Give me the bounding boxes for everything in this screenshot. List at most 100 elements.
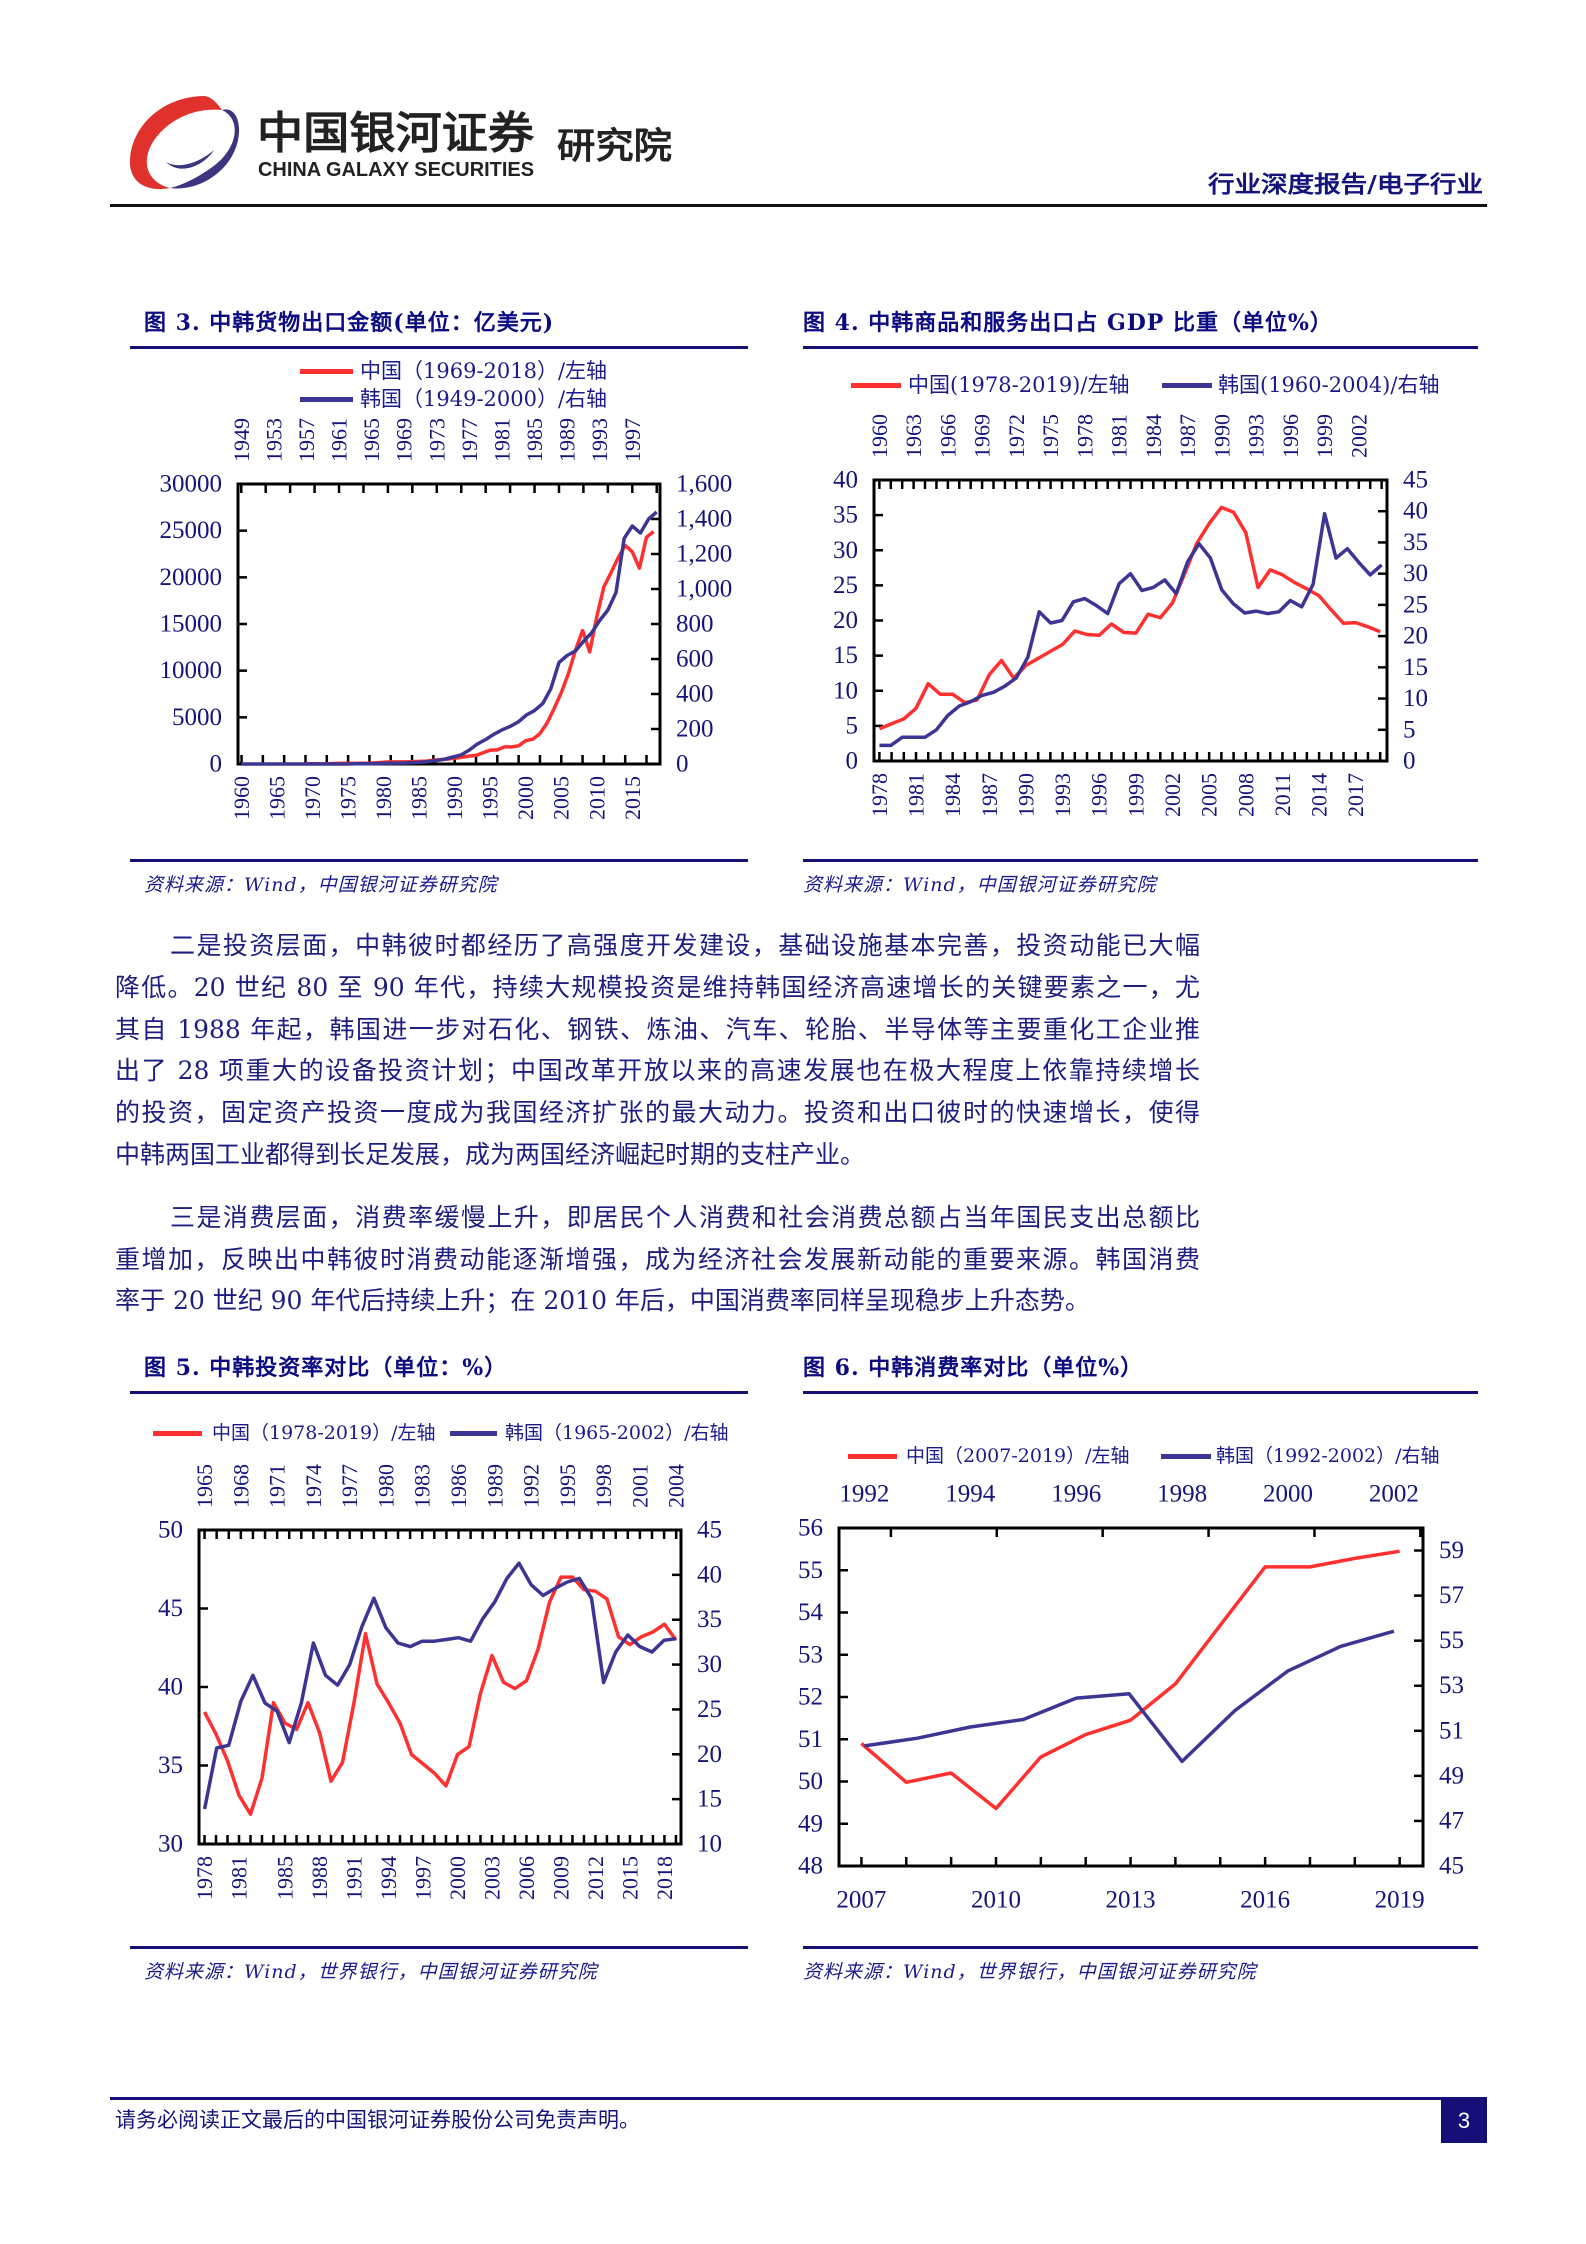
right-axis-tick-label: 55 — [1439, 1627, 1464, 1654]
chart-4: 0 5 10 15 20 25 30 35 40 0 5 10 15 20 25 30 35 40 45 1978 19… — [833, 414, 1428, 817]
left-axis-tick-label: 10000 — [160, 657, 223, 684]
left-axis-tick-label: 40 — [158, 1674, 183, 1701]
top-axis-tick-label: 1996 — [1051, 1481, 1101, 1508]
right-axis-tick-label: 40 — [1403, 498, 1428, 525]
top-axis-tick-label: 2002 — [1369, 1481, 1419, 1508]
left-axis-tick-label: 35 — [158, 1752, 183, 1779]
bottom-axis-tick-label: 2019 — [1375, 1887, 1425, 1914]
top-axis-tick-label: 1994 — [945, 1481, 996, 1508]
top-axis-tick-label: 1973 — [424, 418, 449, 462]
right-axis-tick-label: 0 — [1403, 748, 1416, 775]
bottom-axis-tick-label: 1999 — [1123, 773, 1148, 817]
plot-frame — [197, 1528, 683, 1846]
bottom-axis-tick-label: 1978 — [192, 1856, 217, 1900]
bottom-axis-tick-label: 1981 — [904, 773, 929, 817]
figure-6-source: 资料来源：Wind，世界银行，中国银河证券研究院 — [803, 1961, 1257, 1983]
top-axis-tick-label: 1987 — [1175, 414, 1200, 458]
bottom-axis-tick-label: 2017 — [1343, 773, 1368, 817]
figure-5-title: 图 5. 中韩投资率对比（单位：%） — [144, 1355, 508, 1381]
left-axis-tick-label: 0 — [210, 751, 223, 778]
bottom-axis-tick-label: 2000 — [445, 1856, 470, 1900]
left-axis-tick-label: 52 — [798, 1684, 823, 1711]
bottom-axis-tick-label: 2010 — [971, 1887, 1021, 1914]
legend-korea-label: 韩国(1960-2004)/右轴 — [1218, 373, 1440, 397]
right-axis-tick-label: 45 — [1439, 1853, 1464, 1880]
right-axis-tick-label: 5 — [1403, 716, 1416, 743]
bottom-axis-tick-label: 1995 — [478, 776, 503, 820]
left-axis-tick-label: 51 — [798, 1726, 823, 1753]
korea-series-line — [879, 511, 1383, 748]
top-axis-tick-label: 1968 — [228, 1464, 253, 1508]
right-axis-tick-label: 53 — [1439, 1672, 1464, 1699]
top-axis-tick-label: 2004 — [664, 1464, 689, 1508]
top-axis-tick-label: 1977 — [457, 418, 482, 462]
top-axis-tick-label: 1981 — [1107, 414, 1132, 458]
top-axis-tick-label: 1984 — [1141, 414, 1166, 458]
right-axis-tick-label: 20 — [697, 1741, 722, 1768]
figure-4-top-rule — [803, 346, 1478, 349]
left-axis-tick-label: 45 — [158, 1595, 183, 1622]
bottom-axis-tick-label: 2015 — [617, 1856, 642, 1900]
bottom-axis-tick-label: 2000 — [513, 776, 538, 820]
legend-china-swatch — [851, 383, 901, 388]
logo-institute: 研究院 — [557, 126, 672, 167]
left-axis-tick-label: 35 — [833, 502, 858, 529]
top-axis-tick-label: 2000 — [1263, 1481, 1313, 1508]
left-axis-tick-label: 55 — [798, 1557, 823, 1584]
top-axis-tick-label: 1992 — [839, 1481, 889, 1508]
right-axis-tick-label: 20 — [1403, 623, 1428, 650]
bottom-axis-tick-label: 2012 — [583, 1856, 608, 1900]
right-axis-tick-label: 1,200 — [676, 541, 732, 568]
china-series-line — [305, 530, 655, 766]
legend-korea-label: 韩国（1965-2002）/右轴 — [505, 1422, 729, 1444]
chart-5: 30 35 40 45 50 10 15 20 25 30 35 40 45 1978 1981 1985 19… — [158, 1464, 722, 1900]
legend-china-swatch — [848, 1454, 897, 1459]
logo-chinese-name: 中国银河证券 — [257, 108, 535, 159]
right-axis-tick-label: 10 — [1403, 685, 1428, 712]
top-axis-tick-label: 1990 — [1209, 414, 1234, 458]
left-axis-tick-label: 30 — [158, 1831, 183, 1858]
text-line: 降低。20 世纪 80 至 90 年代，持续大规模投资是维持韩国经济高速增长的关… — [115, 973, 1200, 1002]
top-axis-tick-label: 1957 — [294, 418, 319, 462]
legend-china-label: 中国(1978-2019)/左轴 — [908, 373, 1130, 397]
right-axis-tick-label: 10 — [697, 1831, 722, 1858]
left-axis-tick-label: 5000 — [172, 704, 222, 731]
right-axis-tick-label: 600 — [676, 646, 714, 673]
bottom-axis-tick-label: 1988 — [307, 1856, 332, 1900]
top-axis-tick-label: 1993 — [1244, 414, 1269, 458]
figure-3-source: 资料来源：Wind，中国银河证券研究院 — [144, 874, 498, 896]
bottom-axis-tick-label: 1985 — [407, 776, 432, 820]
legend-korea-swatch — [1161, 1454, 1211, 1459]
right-axis-tick-label: 30 — [1403, 560, 1428, 587]
top-axis-tick-label: 1969 — [392, 418, 417, 462]
figure-3-title: 图 3. 中韩货物出口金额(单位：亿美元) — [144, 310, 555, 336]
top-axis-tick-label: 1981 — [489, 418, 514, 462]
bottom-axis-tick-label: 1978 — [867, 773, 892, 817]
legend-korea-swatch — [1162, 383, 1212, 388]
bottom-axis-tick-label: 2015 — [620, 776, 645, 820]
report-type-label: 行业深度报告/电子行业 — [1207, 171, 1483, 198]
right-axis-tick-label: 25 — [1403, 591, 1428, 618]
left-axis-tick-label: 5 — [846, 712, 859, 739]
bottom-axis-tick-label: 2011 — [1270, 773, 1295, 816]
top-axis-tick-label: 1980 — [373, 1464, 398, 1508]
top-axis-tick-label: 1986 — [446, 1464, 471, 1508]
left-axis-tick-label: 20 — [833, 607, 858, 634]
top-axis-tick-label: 1963 — [901, 414, 926, 458]
china-series-line — [860, 1549, 1400, 1811]
top-axis-tick-label: 1978 — [1072, 414, 1097, 458]
top-axis-tick-label: 1989 — [482, 1464, 507, 1508]
legend-korea-swatch — [300, 397, 353, 402]
bottom-axis-tick-label: 1984 — [940, 773, 965, 817]
figure-3-bottom-rule — [130, 859, 748, 862]
text-line: 的投资，固定资产投资一度成为我国经济扩张的最大动力。投资和出口彼时的快速增长，使… — [115, 1098, 1200, 1127]
top-axis-tick-label: 1966 — [935, 414, 960, 458]
top-axis-tick-label: 1996 — [1278, 414, 1303, 458]
figure-6-top-rule — [803, 1391, 1478, 1394]
top-axis-tick-label: 1971 — [265, 1464, 290, 1508]
bottom-axis-tick-label: 1965 — [265, 776, 290, 820]
bottom-axis-tick-label: 1991 — [341, 1856, 366, 1900]
figure-4-bottom-rule — [803, 859, 1478, 862]
legend-korea-swatch — [450, 1431, 497, 1436]
